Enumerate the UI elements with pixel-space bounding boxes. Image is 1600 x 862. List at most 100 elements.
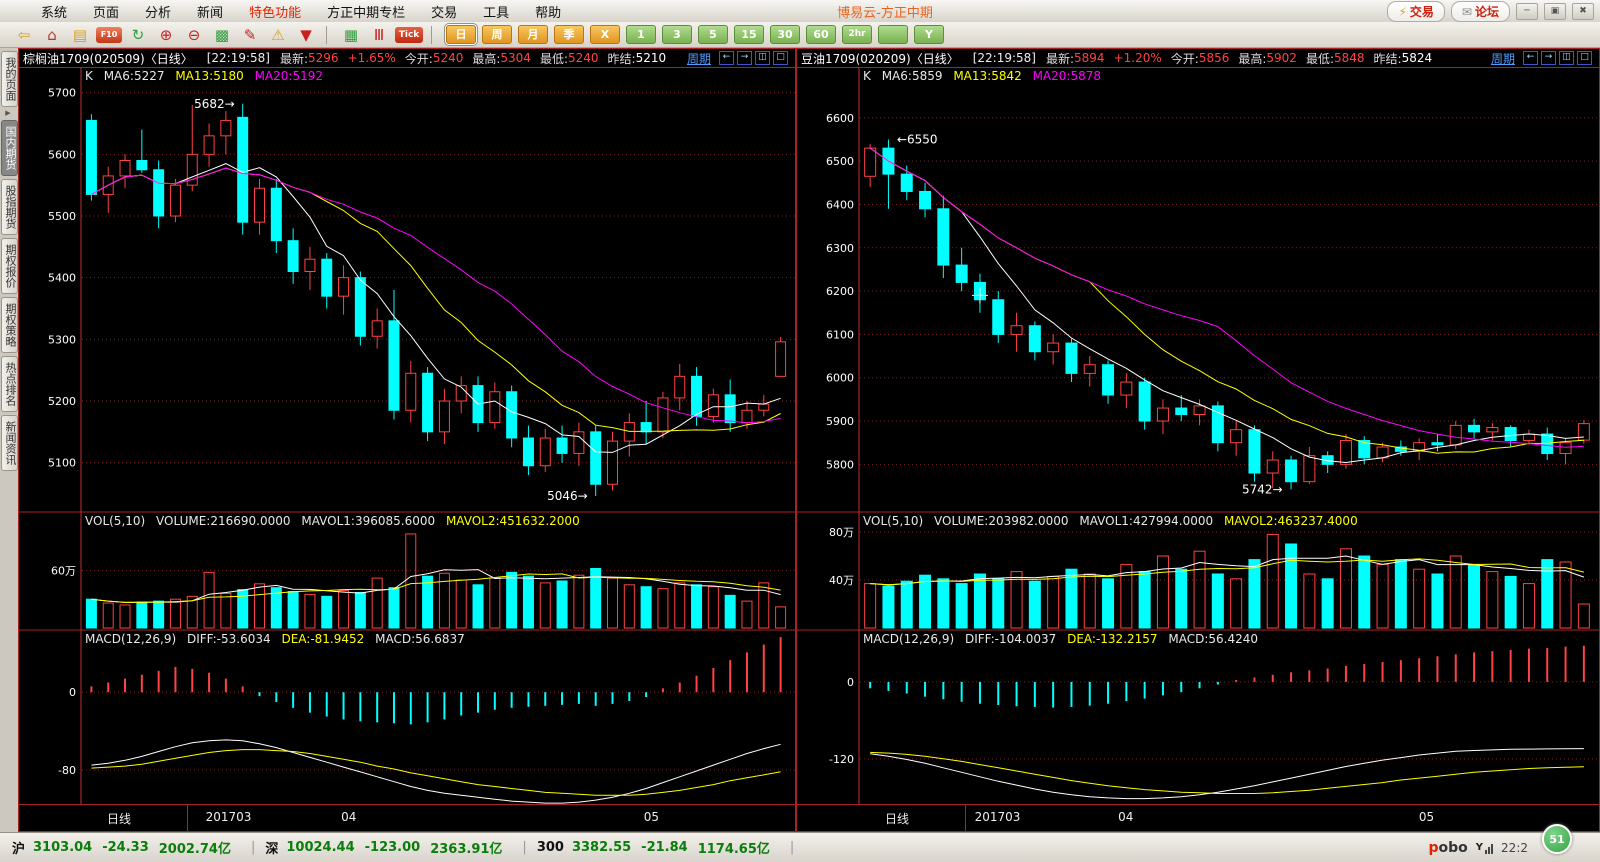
svg-text:0: 0 bbox=[69, 686, 76, 699]
quote-header: 豆油1709(020209)〈日线〉 [22:19:58] 最新: 5894 +1… bbox=[797, 49, 1599, 68]
hs300-index-name: 300 bbox=[536, 840, 564, 855]
menu-system[interactable]: 系统 bbox=[41, 5, 68, 21]
status-separator: | bbox=[789, 840, 795, 855]
axis-separator bbox=[965, 805, 966, 831]
month-label: 04 bbox=[1118, 810, 1134, 824]
sidebar-item-hot-ranking[interactable]: 热点排名 bbox=[1, 356, 18, 412]
hs300-index-value: 3382.55 bbox=[571, 840, 632, 855]
open-price: 5856 bbox=[1198, 51, 1230, 65]
back-icon[interactable]: ⇦ bbox=[17, 25, 31, 44]
maximize-button[interactable]: ▣ bbox=[1544, 3, 1566, 20]
zoom-out-icon[interactable]: ⊖ bbox=[187, 25, 201, 44]
titlebar: 系统 页面 分析 新闻 特色功能 方正中期专栏 交易 工具 帮助 博易云-方正中… bbox=[0, 0, 1600, 23]
zoom-in-icon[interactable]: ⊕ bbox=[159, 25, 173, 44]
split-window-icon[interactable]: ◫ bbox=[1559, 51, 1574, 65]
last-price-label: 最新: bbox=[1045, 51, 1075, 66]
svg-text:5400: 5400 bbox=[48, 272, 76, 285]
svg-text:5300: 5300 bbox=[48, 333, 76, 346]
prev-contract-icon[interactable]: ← bbox=[719, 51, 734, 65]
period-label: 日线 bbox=[885, 812, 910, 826]
menu-fzzq-column[interactable]: 方正中期专栏 bbox=[327, 5, 406, 21]
svg-text:6200: 6200 bbox=[826, 285, 854, 298]
home-icon[interactable]: ⌂ bbox=[47, 25, 57, 44]
menu-trade[interactable]: 交易 bbox=[431, 5, 458, 21]
period-quarter-button[interactable]: 季 bbox=[554, 25, 584, 44]
status-separator: | bbox=[522, 840, 527, 855]
period-year-button[interactable]: Y bbox=[914, 25, 944, 44]
open-price-label: 今开: bbox=[404, 51, 433, 66]
period-4hr-button[interactable] bbox=[878, 25, 908, 44]
maximize-window-icon[interactable]: □ bbox=[773, 51, 788, 65]
minimize-button[interactable]: ─ bbox=[1516, 3, 1538, 20]
alert-bell-icon[interactable]: ⚠ bbox=[271, 25, 285, 44]
period-week-button[interactable]: 周 bbox=[482, 25, 512, 44]
sidebar-item-news-info[interactable]: 新闻资讯 bbox=[1, 415, 18, 471]
refresh-icon[interactable]: ↻ bbox=[131, 25, 145, 44]
period-3min-button[interactable]: 3 bbox=[662, 25, 692, 44]
period-day-button[interactable]: 日 bbox=[446, 25, 476, 44]
svg-text:-80: -80 bbox=[58, 764, 76, 777]
sidebar-item-stock-index-futures[interactable]: 股指期货 bbox=[1, 179, 18, 235]
sh-index-amount: 2002.74亿 bbox=[158, 842, 231, 857]
period-60min-button[interactable]: 60 bbox=[806, 25, 836, 44]
time-axis: 日线 201703 04 05 bbox=[797, 804, 1599, 831]
forum-button-label: 论坛 bbox=[1474, 5, 1499, 19]
menu-page[interactable]: 页面 bbox=[93, 5, 120, 21]
menu-tools[interactable]: 工具 bbox=[483, 5, 510, 21]
period-5min-button[interactable]: 5 bbox=[698, 25, 728, 44]
period-link[interactable]: 周期 bbox=[686, 51, 711, 66]
period-custom-button[interactable]: X bbox=[590, 25, 620, 44]
period-2hr-button[interactable]: 2hr bbox=[842, 25, 872, 44]
contract-title[interactable]: 豆油1709(020209)〈日线〉 bbox=[801, 51, 959, 66]
sidebar-item-option-quotes[interactable]: 期权报价 bbox=[1, 238, 18, 294]
forum-button[interactable]: ✉ 论坛 bbox=[1450, 1, 1510, 22]
period-30min-button[interactable]: 30 bbox=[770, 25, 800, 44]
sidebar-item-my-page[interactable]: 我的页面 bbox=[1, 51, 18, 107]
menubar: 系统 页面 分析 新闻 特色功能 方正中期专栏 交易 工具 帮助 bbox=[0, 2, 574, 21]
maximize-window-icon[interactable]: □ bbox=[1577, 51, 1592, 65]
f10-info-icon[interactable]: F10 bbox=[96, 26, 122, 43]
quote-header: 棕榈油1709(020509)〈日线〉 [22:19:58] 最新: 5296 +… bbox=[19, 49, 795, 68]
prev-settle: 5824 bbox=[1401, 51, 1433, 65]
sidebar-item-option-strategy[interactable]: 期权策略 bbox=[1, 297, 18, 353]
period-1min-button[interactable]: 1 bbox=[626, 25, 656, 44]
next-contract-icon[interactable]: → bbox=[737, 51, 752, 65]
menu-help[interactable]: 帮助 bbox=[535, 5, 562, 21]
draw-icon[interactable]: ✎ bbox=[243, 25, 257, 44]
sidebar-item-domestic-futures[interactable]: 国内期货 bbox=[1, 120, 18, 176]
menu-special-features[interactable]: 特色功能 bbox=[249, 5, 302, 21]
toolbar: ⇦ ⌂ ▤ F10 ↻ ⊕ ⊖ ▩ ✎ ⚠ ▼ ▦ Ⅲ Tick 日 周 月 季… bbox=[0, 22, 1600, 48]
period-15min-button[interactable]: 15 bbox=[734, 25, 764, 44]
main-area: 我的页面 ▶ 国内期货 股指期货 期权报价 期权策略 热点排名 新闻资讯 棕榈油… bbox=[0, 48, 1600, 832]
toolbar-separator bbox=[326, 25, 327, 44]
menu-news[interactable]: 新闻 bbox=[197, 5, 224, 21]
layers-icon[interactable]: ▩ bbox=[214, 25, 230, 44]
svg-text:6000: 6000 bbox=[826, 372, 854, 385]
lightning-icon: ⚡ bbox=[1398, 4, 1407, 19]
period-link[interactable]: 周期 bbox=[1490, 51, 1515, 66]
notes-icon[interactable]: ▤ bbox=[72, 25, 88, 44]
prev-contract-icon[interactable]: ← bbox=[1523, 51, 1538, 65]
close-button[interactable]: ✖ bbox=[1572, 3, 1594, 20]
contract-title[interactable]: 棕榈油1709(020509)〈日线〉 bbox=[23, 51, 193, 66]
change-percent: +1.20% bbox=[1113, 51, 1162, 65]
period-month-button[interactable]: 月 bbox=[518, 25, 548, 44]
menu-analysis[interactable]: 分析 bbox=[145, 5, 172, 21]
trade-button-label: 交易 bbox=[1409, 5, 1434, 19]
split-window-icon[interactable]: ◫ bbox=[755, 51, 770, 65]
sz-index-value: 10024.44 bbox=[286, 840, 355, 855]
kline-chart-icon[interactable]: Ⅲ bbox=[373, 25, 385, 44]
svg-text:6300: 6300 bbox=[826, 242, 854, 255]
tick-chart-icon[interactable]: Tick bbox=[395, 26, 423, 43]
signal-icon: Y bbox=[1476, 842, 1494, 854]
kline-chart-area[interactable]: K MA6:5859 MA13:5842 MA20:5878 VOL(5,10)… bbox=[797, 68, 1599, 805]
quote-table-icon[interactable]: ▦ bbox=[343, 25, 359, 44]
svg-text:5700: 5700 bbox=[48, 87, 76, 100]
filter-icon[interactable]: ▼ bbox=[300, 25, 312, 44]
notification-badge[interactable]: 51 bbox=[1542, 824, 1572, 854]
kline-chart-area[interactable]: K MA6:5227 MA13:5180 MA20:5192 VOL(5,10)… bbox=[19, 68, 795, 805]
expand-arrow-icon[interactable]: ▶ bbox=[5, 109, 11, 117]
trade-button[interactable]: ⚡ 交易 bbox=[1387, 1, 1445, 22]
next-contract-icon[interactable]: → bbox=[1541, 51, 1556, 65]
prev-settle: 5210 bbox=[635, 51, 667, 65]
